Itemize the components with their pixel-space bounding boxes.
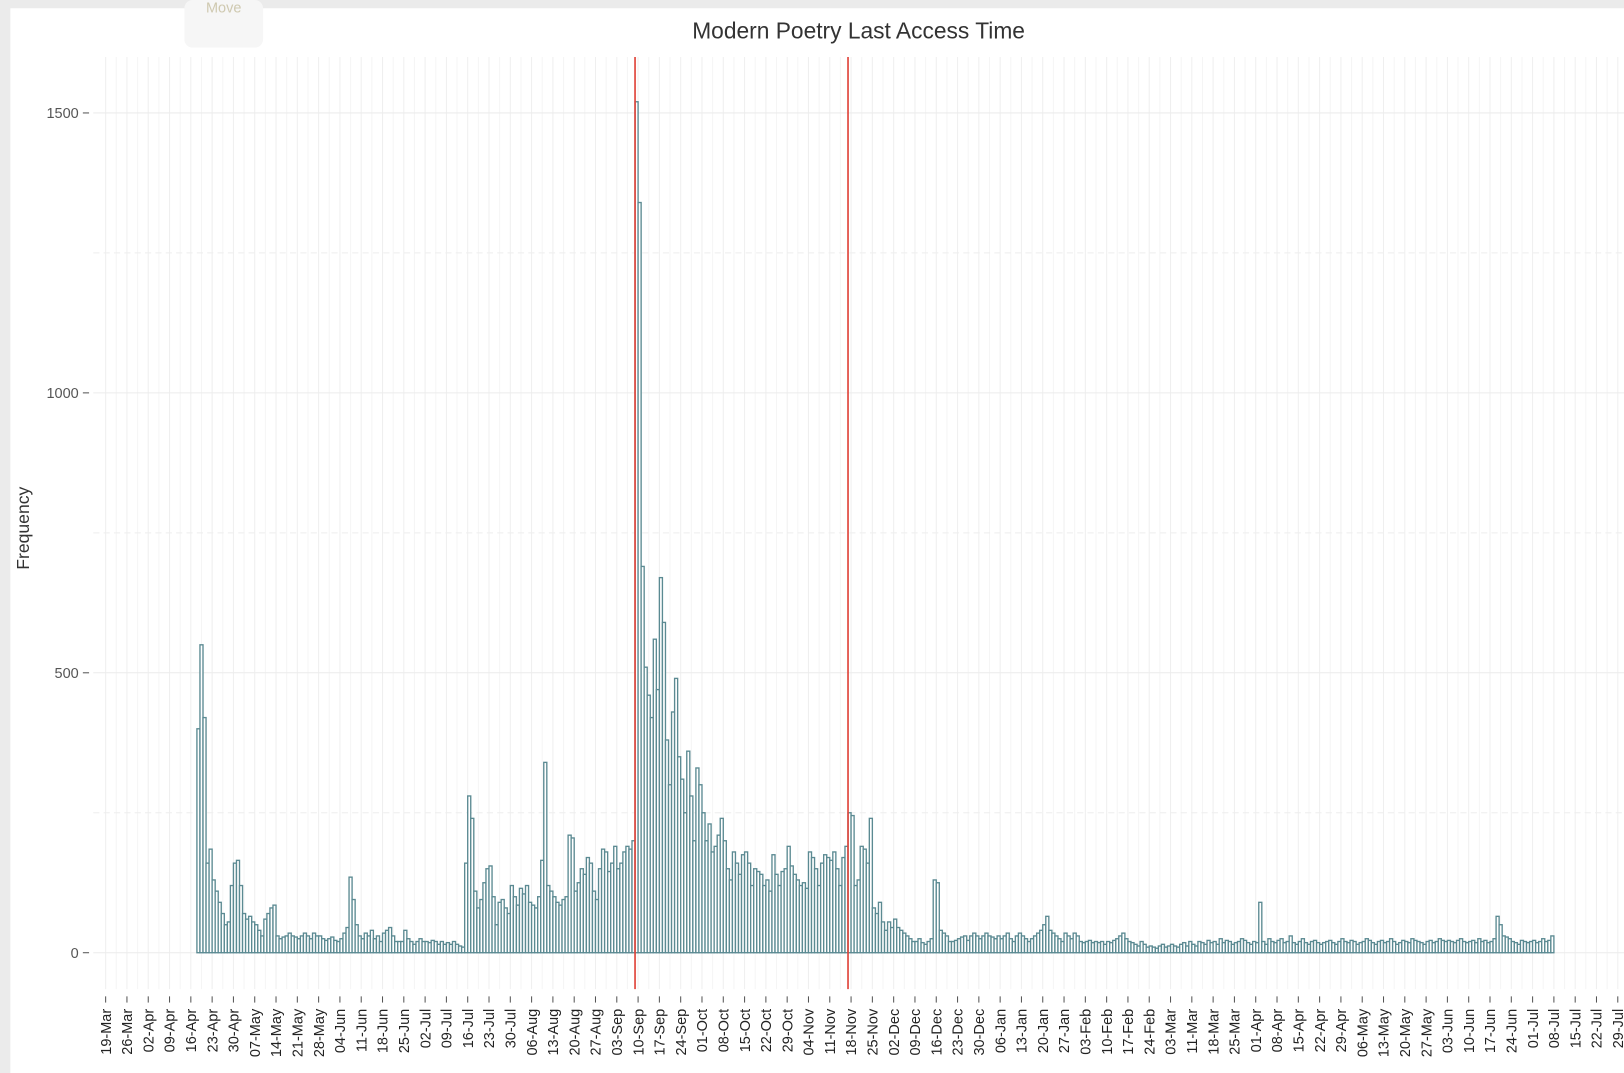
x-tick-label: 24-Feb — [1142, 1009, 1158, 1055]
y-tick-label: 500 — [55, 666, 79, 682]
x-tick-label: 26-Mar — [120, 1009, 136, 1055]
x-tick-label: 28-May — [312, 1008, 328, 1057]
y-tick-label: 0 — [71, 946, 79, 962]
x-tick-label: 10-Feb — [1100, 1009, 1116, 1055]
bar — [868, 817, 874, 954]
axes: 0 500 1000 1500 19-Mar 26-Mar 02-Apr 09-Apr 16-A… — [46, 106, 1624, 1057]
bars — [196, 101, 1555, 954]
x-tick-label: 02-Apr — [141, 1009, 157, 1053]
x-tick-label: 21-May — [291, 1008, 307, 1057]
x-tick-label: 18-Jun — [376, 1009, 392, 1053]
x-tick-label: 25-Mar — [1228, 1009, 1244, 1055]
x-tick-label: 03-Jun — [1441, 1009, 1457, 1053]
x-tick-label: 06-Aug — [525, 1009, 541, 1056]
x-tick-label: 16-Apr — [184, 1009, 200, 1053]
x-tick-label: 23-Dec — [951, 1009, 967, 1056]
x-tick-label: 27-Aug — [589, 1009, 605, 1056]
x-tick-label: 20-Aug — [567, 1009, 583, 1056]
x-tick-label: 08-Jul — [1547, 1009, 1563, 1049]
bar — [202, 716, 207, 954]
x-tick-label: 30-Jul — [503, 1009, 519, 1049]
x-tick-label: 18-Nov — [844, 1008, 860, 1055]
y-axis-label: Frequency — [13, 486, 33, 569]
x-tick-label: 06-Jan — [993, 1009, 1009, 1053]
x-tick-label: 03-Feb — [1079, 1009, 1095, 1055]
y-tick-label: 1000 — [46, 386, 78, 402]
x-tick-label: 08-Apr — [1270, 1009, 1286, 1053]
x-tick-label: 14-May — [269, 1008, 285, 1057]
x-tick-label: 10-Sep — [631, 1009, 647, 1056]
x-tick-label: 13-Jan — [1015, 1009, 1031, 1053]
y-tick-label: 1500 — [46, 106, 78, 122]
bar — [272, 904, 277, 954]
x-tick-label: 30-Dec — [972, 1009, 988, 1056]
x-tick-label: 22-Oct — [759, 1009, 775, 1053]
x-tick-label: 01-Apr — [1249, 1009, 1265, 1053]
bar — [935, 882, 940, 954]
x-tick-label: 09-Jul — [440, 1009, 456, 1049]
x-tick-label: 10-Jun — [1462, 1009, 1478, 1053]
x-tick-label: 01-Oct — [695, 1009, 711, 1053]
x-tick-label: 22-Jul — [1590, 1009, 1606, 1049]
x-tick-label: 09-Dec — [908, 1009, 924, 1056]
x-tick-label: 13-May — [1377, 1008, 1393, 1057]
bar — [543, 761, 548, 954]
x-tick-label: 02-Dec — [887, 1009, 903, 1056]
x-tick-label: 23-Apr — [205, 1009, 221, 1053]
x-tick-label: 04-Nov — [802, 1008, 818, 1055]
bar — [470, 817, 475, 954]
x-tick-label: 17-Feb — [1121, 1009, 1137, 1055]
tooltip-box — [184, 0, 264, 48]
x-tick-label: 29-Jul — [1611, 1009, 1624, 1049]
bar — [850, 814, 855, 954]
bar — [1550, 935, 1555, 954]
x-tick-label: 16-Dec — [929, 1009, 945, 1056]
reference-lines — [634, 56, 849, 990]
x-tick-label: 11-Jun — [354, 1009, 370, 1052]
x-tick-label: 11-Nov — [823, 1008, 839, 1054]
x-tick-label: 24-Sep — [674, 1009, 690, 1056]
x-tick-label: 15-Jul — [1568, 1009, 1584, 1049]
x-tick-label: 24-Jun — [1504, 1009, 1520, 1053]
x-tick-label: 30-Apr — [227, 1009, 243, 1053]
x-tick-label: 17-Sep — [653, 1009, 669, 1056]
tooltip: Move — [206, 0, 241, 16]
x-tick-label: 06-May — [1355, 1008, 1371, 1057]
x-tick-label: 09-Apr — [163, 1009, 179, 1053]
chart-title: Modern Poetry Last Access Time — [692, 17, 1025, 43]
x-tick-label: 27-May — [1419, 1008, 1435, 1057]
x-tick-label: 18-Mar — [1206, 1009, 1222, 1055]
x-tick-label: 08-Oct — [716, 1009, 732, 1053]
x-tick-label: 25-Nov — [866, 1008, 882, 1055]
x-tick-label: 22-Apr — [1313, 1009, 1329, 1053]
x-tick-label: 03-Mar — [1164, 1009, 1180, 1055]
x-tick-label: 25-Jun — [397, 1009, 413, 1053]
x-tick-label: 03-Sep — [610, 1009, 626, 1056]
x-tick-label: 04-Jun — [333, 1009, 349, 1053]
x-tick-label: 27-Jan — [1057, 1009, 1073, 1053]
x-tick-label: 23-Jul — [482, 1009, 498, 1049]
x-tick-label: 19-Mar — [99, 1009, 115, 1055]
x-tick-label: 29-Oct — [780, 1009, 796, 1053]
x-tick-label: 29-Apr — [1334, 1009, 1350, 1053]
x-tick-label: 15-Apr — [1291, 1009, 1307, 1053]
x-tick-label: 07-May — [248, 1008, 264, 1057]
x-tick-label: 02-Jul — [418, 1009, 434, 1049]
x-tick-label: 20-Jan — [1036, 1009, 1052, 1053]
x-tick-label: 15-Oct — [738, 1009, 754, 1053]
x-tick-label: 17-Jun — [1483, 1009, 1499, 1053]
x-tick-label: 20-May — [1398, 1008, 1414, 1057]
x-tick-label: 01-Jul — [1526, 1009, 1542, 1049]
x-tick-label: 11-Mar — [1185, 1009, 1201, 1054]
bar — [1258, 901, 1263, 954]
x-tick-label: 16-Jul — [461, 1009, 477, 1049]
x-tick-label: 13-Aug — [546, 1009, 562, 1056]
